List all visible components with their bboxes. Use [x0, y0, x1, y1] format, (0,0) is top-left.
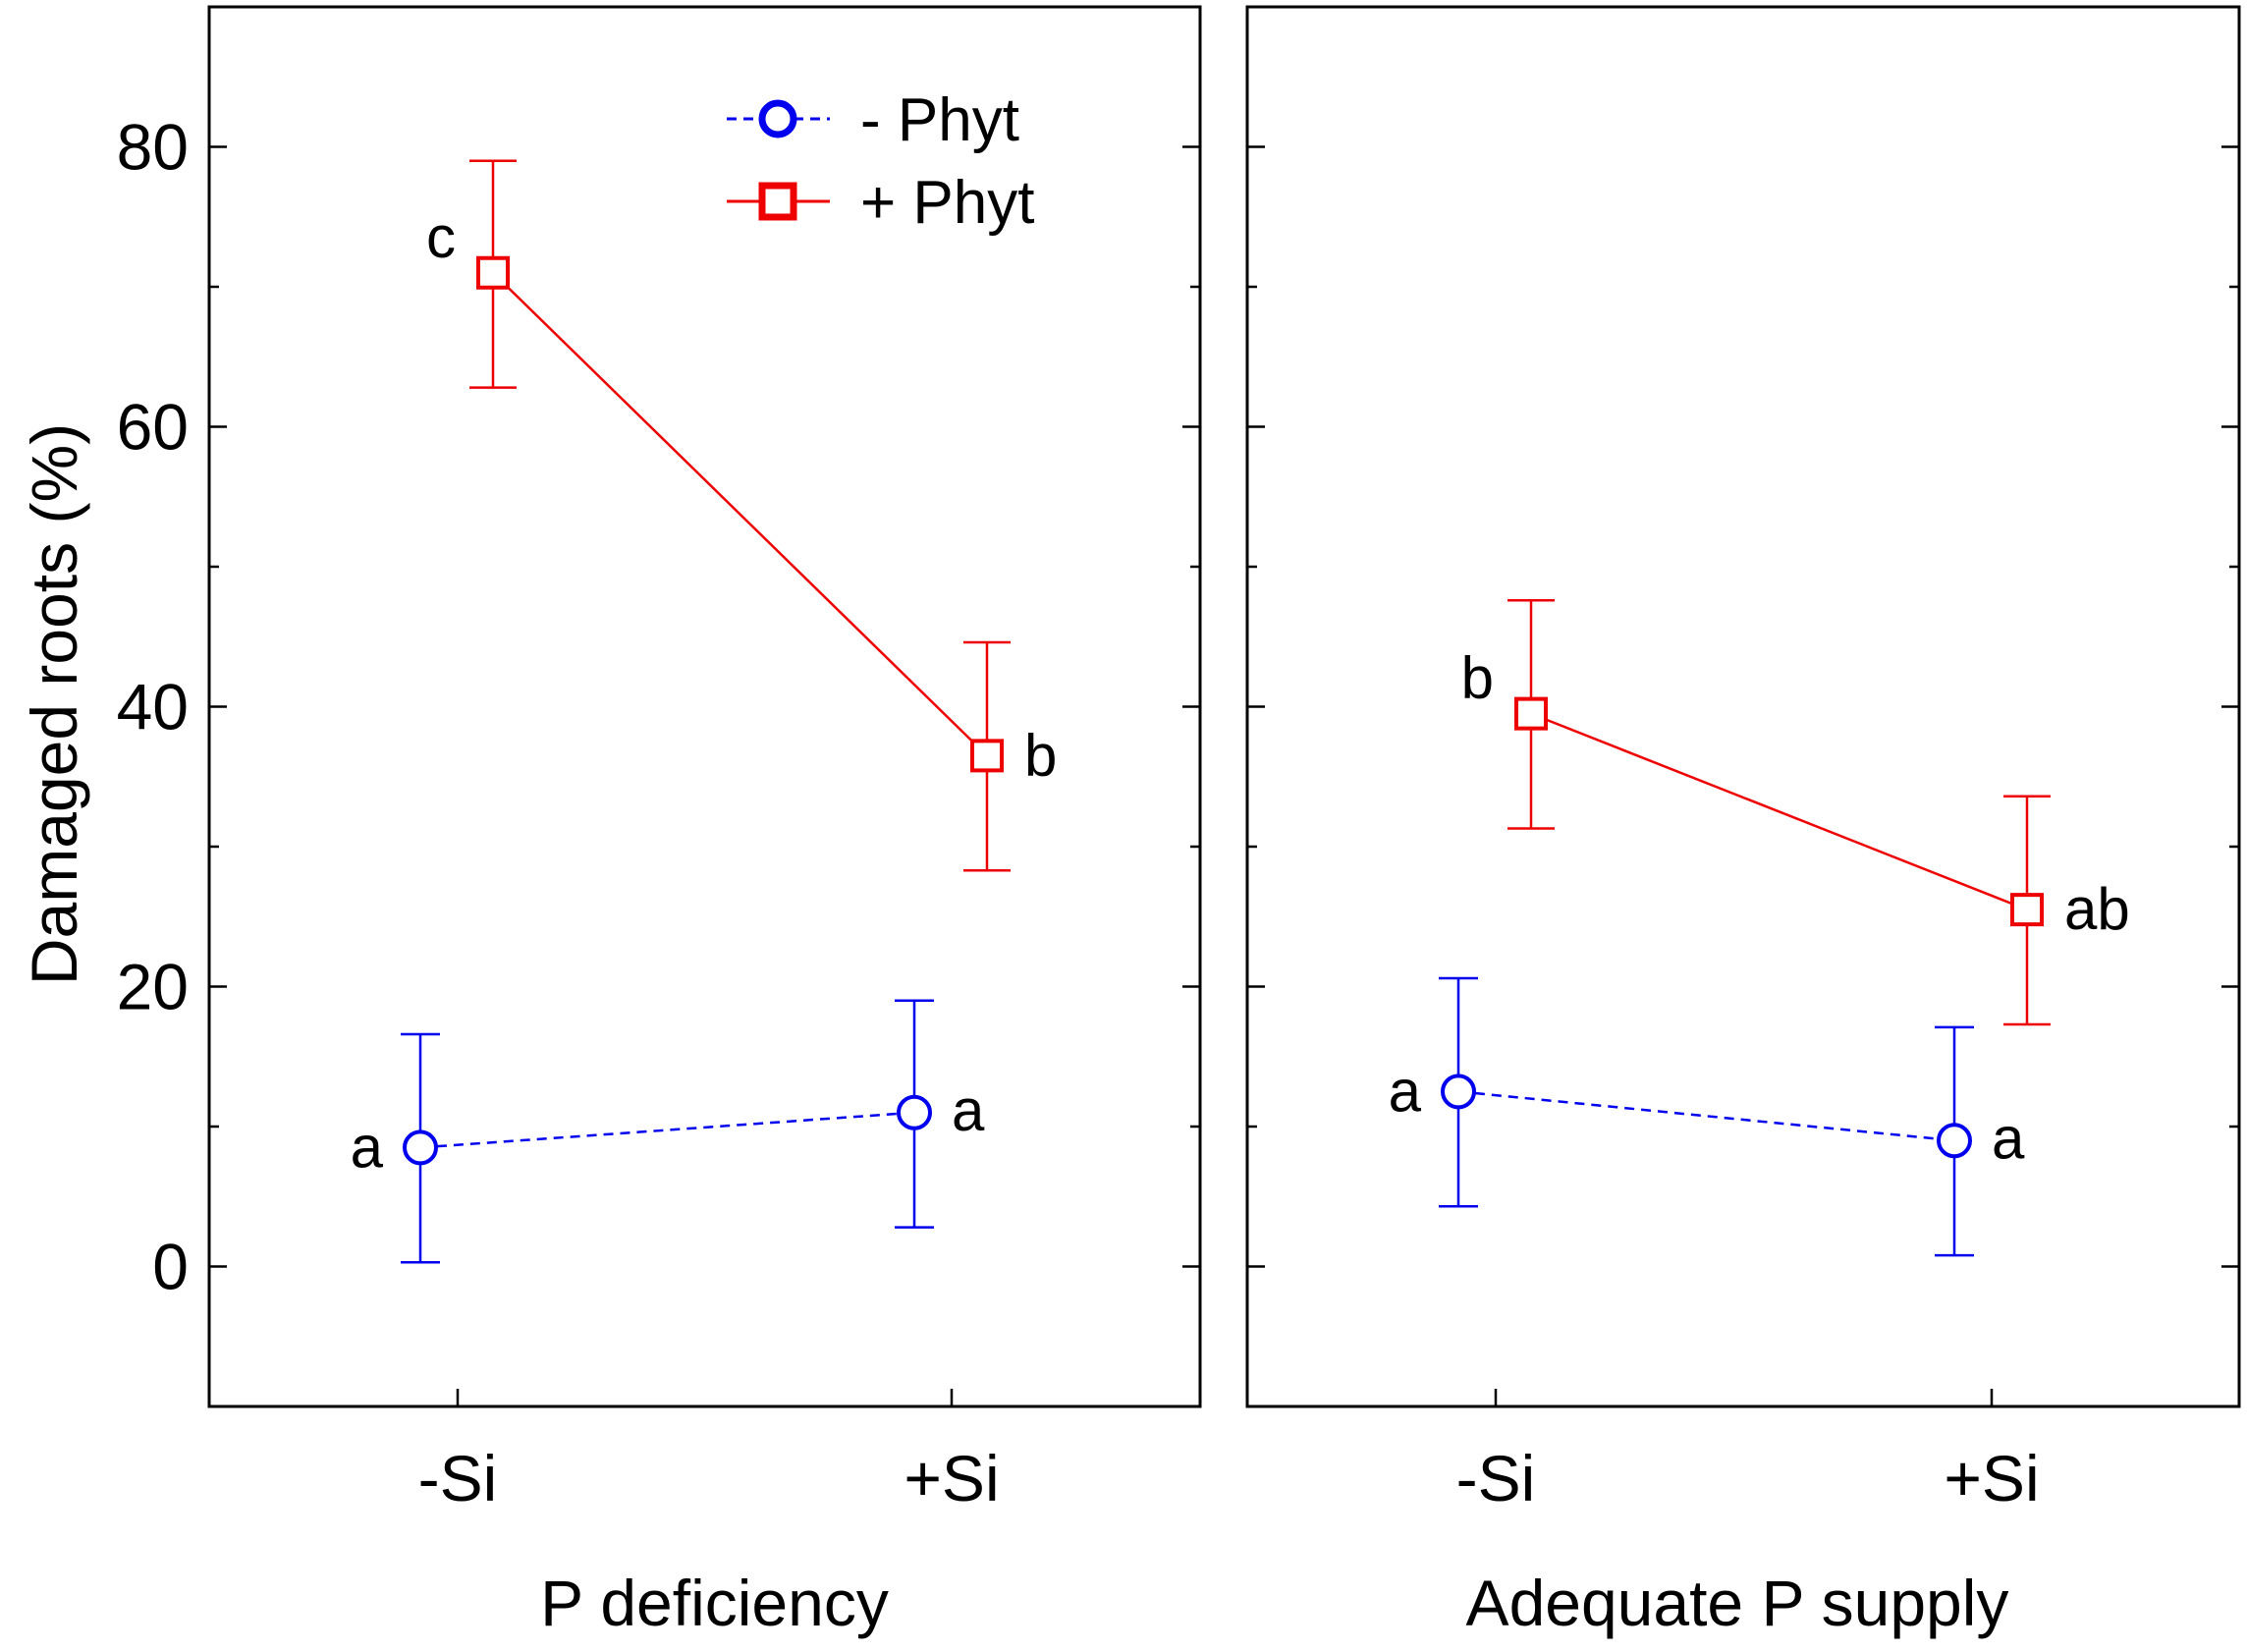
legend-label-minus-phyt: - Phyt: [860, 86, 1019, 154]
panel-2-title: Adequate P supply: [1466, 1567, 2009, 1639]
panel-2-minus-phyt-si-letter: a: [1992, 1105, 2025, 1171]
panel-2-minus-phyt-si-point: [1441, 1074, 1476, 1110]
panel-1-minus-phyt-si-point: [403, 1129, 438, 1166]
panel-1-minus-phyt-si-letter: a: [952, 1077, 985, 1143]
panel-2-plus-phyt-line: [1530, 712, 2028, 911]
panel-2-minus-phyt-si-letter: a: [1389, 1058, 1422, 1124]
panel-1-x-tick-label-si: -Si: [418, 1442, 498, 1514]
y-axis-title: Damaged roots (%): [18, 423, 90, 985]
y-tick-label-40: 40: [117, 671, 189, 743]
panel-1-plus-phyt-si-point: [970, 739, 1004, 773]
panel-1-minus-phyt-si-letter: a: [351, 1114, 384, 1180]
panel-1-plus-phyt-si-point: [476, 255, 510, 290]
panel-2-plus-phyt-si-letter: ab: [2064, 876, 2130, 942]
panel-2-x-tick-label-si: +Si: [1944, 1442, 2039, 1514]
panel-2-plus-phyt-si-point: [1514, 696, 1548, 731]
panel-2-plus-phyt-si-letter: b: [1461, 645, 1494, 711]
panel-2-plus-phyt-si-point: [2010, 893, 2044, 927]
panel-1-plus-phyt-si-letter: c: [426, 204, 456, 270]
panel-2-minus-phyt-si-point: [1937, 1123, 1972, 1159]
panel-1-minus-phyt-si-point: [897, 1094, 932, 1130]
legend-label-plus-phyt: + Phyt: [860, 169, 1035, 237]
panel-2-x-tick-label-si: -Si: [1456, 1442, 1536, 1514]
y-tick-label-20: 20: [117, 951, 189, 1023]
panel-1-plus-phyt-si-letter: b: [1024, 722, 1057, 788]
legend-marker-plus-phyt: [758, 182, 797, 221]
panel-1-x-tick-label-si: +Si: [904, 1442, 999, 1514]
legend-marker-minus-phyt: [758, 99, 797, 138]
panel-1-title: P deficiency: [540, 1567, 889, 1639]
y-tick-label-0: 0: [152, 1231, 189, 1303]
y-tick-label-80: 80: [117, 111, 189, 184]
y-tick-label-60: 60: [117, 391, 189, 464]
panel-1-plus-phyt-line: [492, 271, 988, 757]
legend: - Phyt + Phyt: [727, 86, 1035, 237]
